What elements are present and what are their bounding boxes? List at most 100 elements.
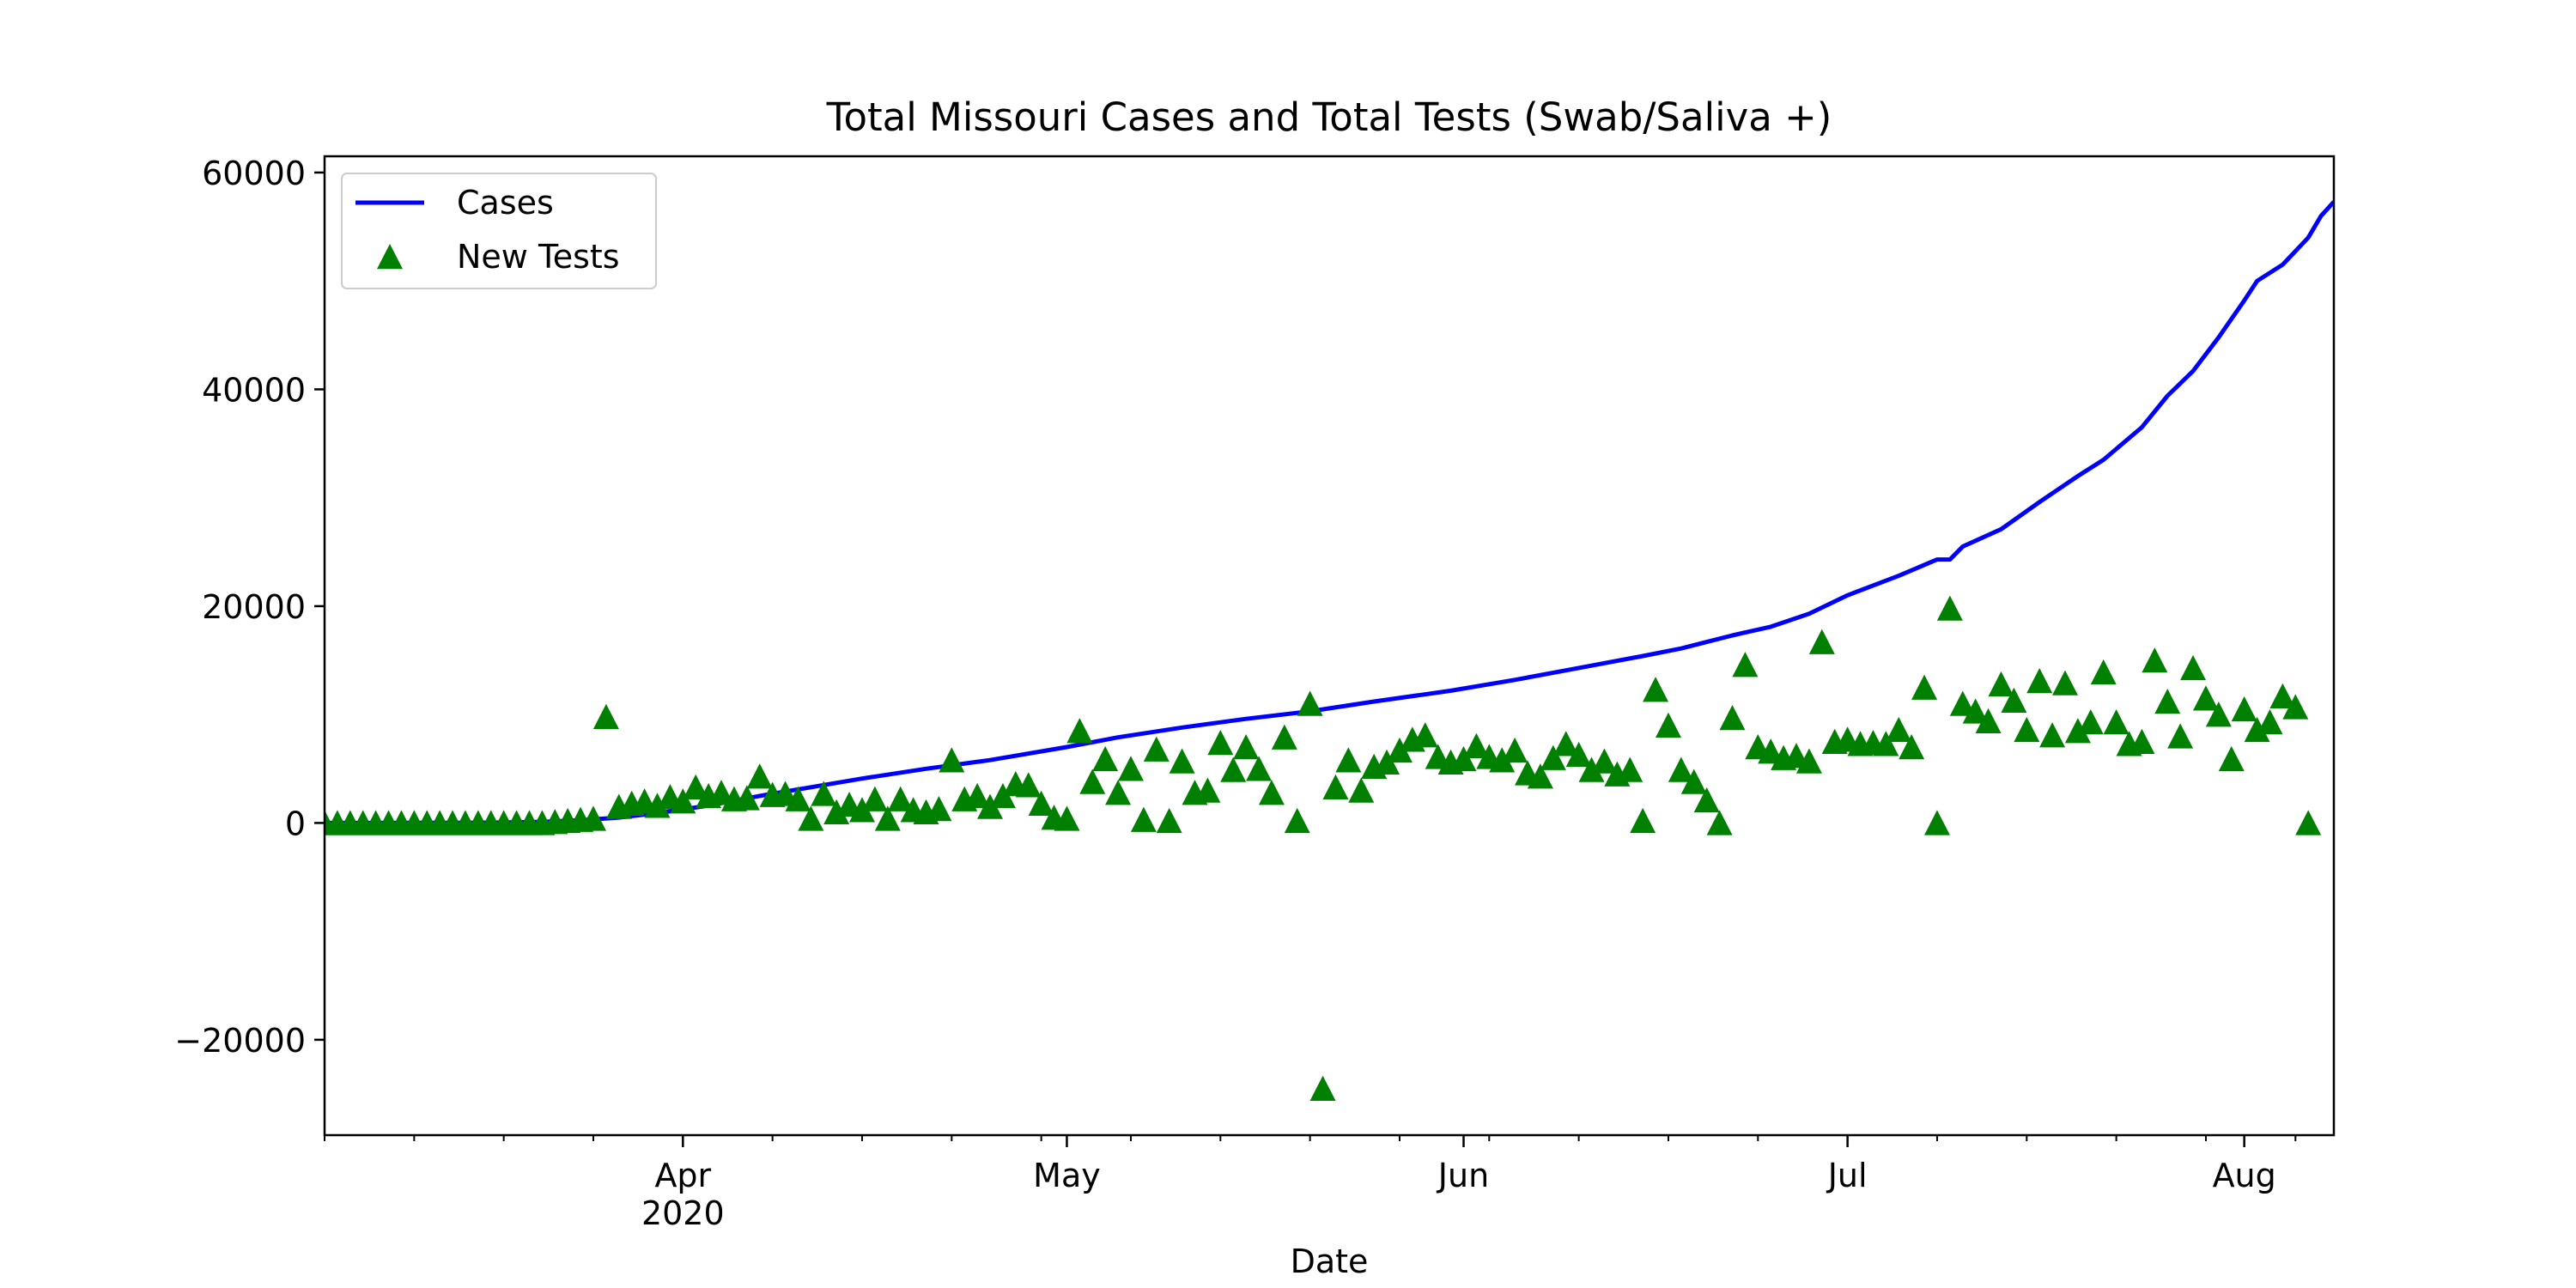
new-tests-marker <box>1105 780 1132 805</box>
new-tests-marker <box>1143 736 1170 762</box>
new-tests-marker <box>2282 694 2309 720</box>
new-tests-marker <box>708 780 735 805</box>
new-tests-marker <box>2077 709 2104 735</box>
new-tests-marker <box>1578 756 1605 782</box>
new-tests-marker <box>1092 745 1119 772</box>
new-tests-marker <box>1284 807 1310 834</box>
new-tests-marker <box>977 793 1004 819</box>
new-tests-marker <box>2014 716 2040 743</box>
new-tests-marker <box>2142 647 2168 673</box>
new-tests-marker <box>1565 741 1592 768</box>
new-tests-marker <box>1322 774 1349 800</box>
new-tests-marker <box>1309 1075 1336 1101</box>
x-tick-label: Aug <box>2213 1157 2276 1194</box>
new-tests-marker <box>1808 629 1835 654</box>
new-tests-marker <box>2180 654 2207 681</box>
new-tests-marker <box>2129 728 2155 754</box>
new-tests-marker <box>2244 716 2270 743</box>
new-tests-marker <box>2205 702 2232 727</box>
new-tests-marker <box>926 796 952 822</box>
new-tests-marker <box>1386 737 1413 763</box>
new-tests-marker <box>1758 738 1784 764</box>
new-tests-marker <box>2064 718 2091 744</box>
new-tests-marker <box>1693 787 1720 813</box>
new-tests-marker <box>1066 718 1093 744</box>
legend-triangle-swatch <box>377 244 403 270</box>
new-tests-marker <box>1054 805 1080 831</box>
new-tests-marker <box>1028 790 1054 816</box>
new-tests-marker <box>644 793 671 818</box>
new-tests-marker <box>683 774 709 800</box>
new-tests-marker <box>1246 756 1273 781</box>
new-tests-marker <box>1233 734 1260 760</box>
axes-frame <box>323 155 2336 1137</box>
legend-label: Cases <box>457 184 554 222</box>
new-tests-marker <box>939 747 965 773</box>
new-tests-marker <box>1220 756 1247 782</box>
new-tests-marker <box>1936 595 1963 621</box>
new-tests-marker <box>1463 732 1490 759</box>
y-tick-label: 60000 <box>202 155 306 192</box>
new-tests-marker <box>1680 769 1707 794</box>
new-tests-marker <box>580 805 606 831</box>
new-tests-marker <box>1552 731 1579 756</box>
new-tests-marker <box>1130 806 1157 832</box>
new-tests-marker <box>1591 748 1618 774</box>
x-axis-label: Date <box>1291 1242 1369 1280</box>
new-tests-marker <box>2154 689 2181 714</box>
new-tests-marker <box>1706 810 1733 835</box>
new-tests-marker <box>2192 685 2219 711</box>
new-tests-marker <box>1732 652 1759 677</box>
new-tests-marker <box>1719 704 1746 731</box>
new-tests-marker <box>2026 668 2053 694</box>
new-tests-marker <box>2103 709 2129 735</box>
new-tests-marker <box>746 763 773 789</box>
new-tests-marker <box>1873 731 1899 756</box>
new-tests-marker <box>785 786 811 811</box>
new-tests-marker <box>2039 722 2066 748</box>
new-tests-marker <box>2167 723 2194 749</box>
legend-label: New Tests <box>457 238 620 276</box>
new-tests-marker <box>964 782 991 809</box>
new-tests-marker <box>823 799 850 825</box>
new-tests-marker <box>861 786 888 811</box>
new-tests-marker <box>1975 708 2002 733</box>
new-tests-marker <box>2090 659 2117 685</box>
new-tests-marker <box>2001 687 2027 714</box>
new-tests-marker <box>1886 716 1912 743</box>
new-tests-marker <box>1489 747 1516 773</box>
new-tests-marker <box>1502 737 1528 763</box>
new-tests-marker <box>989 782 1016 809</box>
new-tests-marker <box>2269 683 2296 708</box>
y-tick-label: 40000 <box>202 371 306 409</box>
new-tests-marker <box>733 785 760 811</box>
new-tests-marker <box>1194 777 1221 803</box>
new-tests-marker <box>1527 763 1553 789</box>
new-tests-marker <box>1271 724 1297 750</box>
new-tests-marker <box>1335 747 1362 773</box>
y-tick-label: 0 <box>285 805 306 842</box>
y-tick-label: 20000 <box>202 588 306 626</box>
new-tests-marker <box>2218 745 2245 772</box>
new-tests-marker <box>811 781 837 806</box>
x-tick-label: Jul <box>1826 1157 1868 1194</box>
new-tests-marker <box>1630 807 1656 834</box>
new-tests-marker <box>874 805 901 831</box>
new-tests-marker <box>1668 756 1694 782</box>
new-tests-marker <box>1911 674 1938 700</box>
new-tests-marker <box>1169 748 1195 774</box>
x-tick-label: Apr <box>654 1157 711 1194</box>
new-tests-marker <box>1655 712 1681 738</box>
new-tests-marker <box>1962 698 1989 724</box>
new-tests-marker <box>670 788 696 814</box>
new-tests-marker <box>1643 677 1669 702</box>
new-tests-marker <box>1348 777 1375 803</box>
new-tests-marker <box>1795 748 1822 774</box>
new-tests-marker <box>1949 690 1976 716</box>
plot-area <box>325 200 2334 1101</box>
new-tests-marker <box>1156 807 1182 834</box>
new-tests-marker <box>2231 696 2257 722</box>
new-tests-marker <box>1207 729 1234 756</box>
